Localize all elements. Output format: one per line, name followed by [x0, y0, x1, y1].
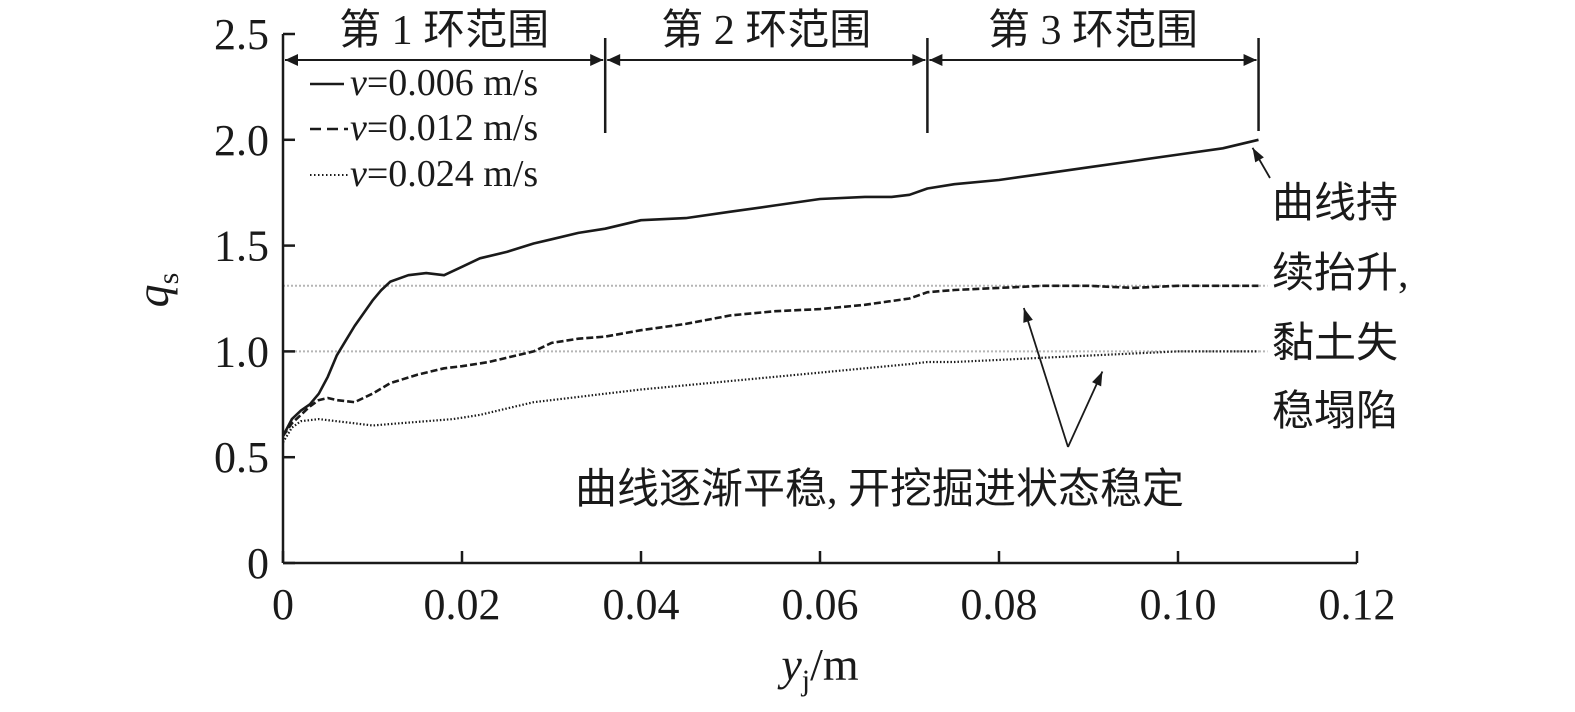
annotation-stable-text: 曲线逐渐平稳, 开挖掘进状态稳定 [575, 466, 1184, 513]
legend-label-variable: v [350, 153, 367, 195]
annotation-collapse-line-1: 曲线持 [1272, 181, 1398, 227]
range-arrow-head-right [912, 54, 926, 66]
x-tick-label: 0 [272, 580, 294, 629]
x-axis-title: yj/m [777, 639, 859, 697]
legend-label-value: =0.006 m/s [367, 62, 538, 104]
range-arrow-head-right [590, 54, 604, 66]
annotation-collapse-line-4: 稳塌陷 [1272, 389, 1398, 435]
y-tick-label: 0 [247, 539, 269, 588]
series-line-1 [281, 138, 1259, 437]
annotation-stable-arrow-1-line [1022, 307, 1069, 448]
range-label-2: 第 2 环范围 [661, 8, 871, 54]
legend: v=0.006 m/sv=0.012 m/sv=0.024 m/s [310, 62, 538, 195]
legend-label-2: v=0.012 m/s [350, 107, 538, 149]
legend-label-value: =0.024 m/s [367, 153, 538, 195]
legend-label-3: v=0.024 m/s [350, 153, 538, 195]
range-arrow-head-left [929, 54, 943, 66]
range-arrow-head-left [607, 54, 621, 66]
annotation-stable-arrow-2-head [1092, 371, 1103, 387]
legend-label-value: =0.012 m/s [367, 107, 538, 149]
annotation-collapse-line-2: 续抬升, [1272, 251, 1409, 297]
legend-label-variable: v [350, 62, 367, 104]
y-axis-title-sub: s [152, 273, 185, 285]
x-tick-label: 0.08 [961, 580, 1038, 629]
reference-lines [283, 284, 1268, 353]
x-tick-label: 0.06 [782, 580, 859, 629]
x-axis-title-sub: j [801, 664, 810, 697]
y-tick-label: 0.5 [214, 433, 269, 482]
x-tick-label: 0.04 [603, 580, 680, 629]
x-tick-label: 0.10 [1140, 580, 1217, 629]
y-axis-title: qs [127, 273, 185, 308]
series-line-3 [282, 350, 1259, 443]
range-markers: 第 1 环范围 第 2 环范围 第 3 环范围 [285, 8, 1260, 133]
range-label-1: 第 1 环范围 [339, 8, 549, 54]
legend-label-1: v=0.006 m/s [350, 62, 538, 104]
x-tick-label: 0.02 [424, 580, 501, 629]
x-tick-label: 0.12 [1319, 580, 1396, 629]
x-axis-title-unit: /m [810, 639, 859, 690]
range-label-3: 第 3 环范围 [988, 8, 1198, 54]
series-lines [281, 138, 1259, 443]
y-tick-label: 1.0 [214, 327, 269, 376]
tick-marks: 0 0.02 0.04 0.06 0.08 0.10 0.12 0 0.5 1.0 1.5 2.0 2.… [214, 10, 1396, 629]
y-tick-label: 2.5 [214, 10, 269, 59]
y-axis-title-main: q [127, 284, 178, 307]
annotation-collapse-arrow-head [1252, 147, 1264, 163]
annotation-collapse-line-3: 黏土失 [1272, 321, 1398, 367]
annotation-stable-arrow-1-head [1023, 308, 1033, 323]
y-tick-label: 2.0 [214, 116, 269, 165]
series-line-2 [281, 284, 1259, 437]
y-tick-label: 1.5 [214, 222, 269, 271]
range-arrow-head-right [1243, 54, 1257, 66]
range-arrow-head-left [285, 54, 298, 66]
x-axis-title-main: y [777, 639, 802, 690]
legend-label-variable: v [350, 107, 367, 149]
